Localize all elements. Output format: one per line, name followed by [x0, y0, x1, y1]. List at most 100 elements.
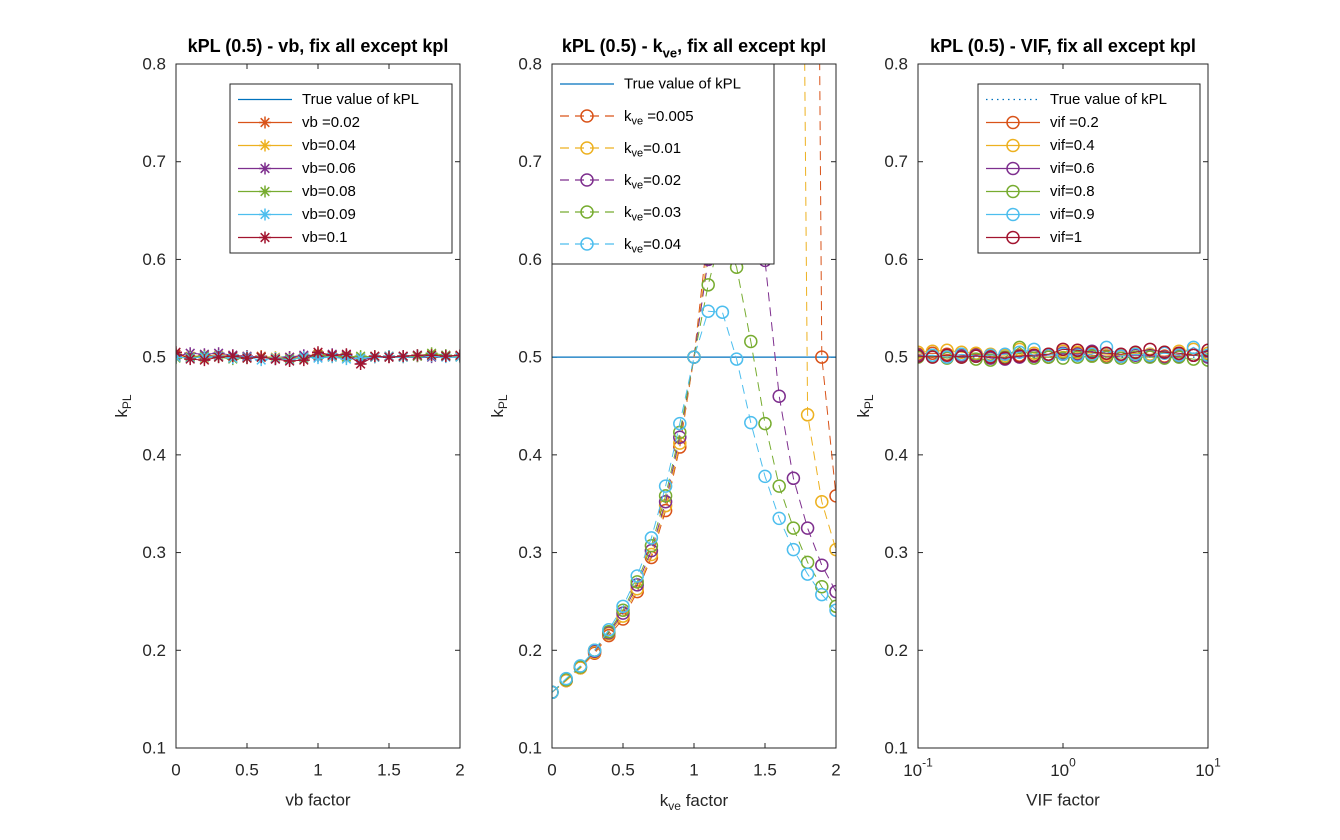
marker — [815, 350, 829, 364]
marker — [1012, 349, 1027, 363]
chart-title: kPL (0.5) - vb, fix all except kpl — [188, 36, 449, 56]
marker — [786, 521, 801, 535]
marker — [383, 351, 395, 364]
marker — [1201, 348, 1208, 362]
marker — [772, 479, 786, 493]
marker — [411, 349, 424, 362]
y-tick-label: 0.6 — [142, 250, 166, 269]
text-part: ve — [632, 179, 644, 191]
chart-title: kPL (0.5) - kve, fix all except kpl — [562, 36, 826, 60]
marker — [241, 352, 253, 365]
legend-marker — [1006, 207, 1020, 222]
marker — [687, 350, 701, 364]
x-tick-label: 0.5 — [611, 761, 635, 780]
legend-marker — [1006, 138, 1020, 153]
y-tick-label: 0.5 — [142, 348, 166, 367]
marker — [226, 350, 239, 363]
marker — [673, 416, 687, 431]
y-tick-label: 0.7 — [884, 152, 908, 171]
legend-label: vb=0.04 — [302, 137, 356, 154]
marker — [673, 430, 687, 445]
marker — [701, 278, 715, 292]
marker — [1172, 346, 1186, 360]
marker — [658, 503, 673, 518]
marker — [312, 346, 324, 359]
y-tick-label: 0.5 — [884, 348, 908, 367]
legend-marker — [1006, 161, 1020, 176]
legend-label: True value of kPL — [302, 91, 419, 108]
marker — [829, 489, 836, 503]
legend-label: True value of kPL — [1050, 91, 1167, 108]
marker — [1056, 347, 1070, 361]
x-tick-label: 2 — [831, 761, 840, 780]
marker — [918, 349, 925, 363]
text-part: 1 — [1214, 755, 1221, 769]
x-axis-label: vb factor — [285, 791, 351, 810]
y-tick-label: 0.8 — [518, 55, 542, 74]
marker — [297, 354, 310, 367]
text-part: k — [624, 140, 632, 157]
marker — [1201, 343, 1208, 358]
marker — [1186, 348, 1201, 362]
y-tick-label: 0.6 — [884, 250, 908, 269]
x-tick-label: 0.5 — [235, 761, 259, 780]
text-part: PL — [496, 394, 510, 409]
x-tick-label: 2 — [455, 761, 464, 780]
text-part: k — [624, 108, 632, 125]
text-part: 0 — [1069, 755, 1076, 769]
marker — [559, 671, 573, 686]
marker — [1099, 350, 1114, 364]
y-axis-label: kPL — [854, 394, 876, 418]
legend-marker — [259, 185, 271, 198]
legend-marker — [580, 141, 594, 155]
marker — [983, 350, 998, 364]
marker — [829, 603, 836, 617]
marker — [940, 343, 954, 358]
legend-label: vif =0.2 — [1050, 114, 1099, 131]
legend-marker — [580, 205, 594, 219]
marker — [1027, 348, 1041, 362]
text-part: 10 — [1195, 761, 1214, 780]
marker — [940, 348, 954, 362]
marker — [439, 350, 452, 363]
marker — [800, 408, 815, 422]
text-part: =0.04 — [643, 236, 681, 253]
marker — [340, 348, 353, 361]
marker — [1070, 348, 1085, 362]
marker — [1099, 346, 1114, 360]
text-part: kPL (0.5) - k — [562, 36, 664, 56]
text-part: ve — [632, 147, 644, 159]
text-part: =0.03 — [643, 204, 681, 221]
data-area — [176, 346, 460, 370]
text-part: k — [624, 204, 632, 221]
y-tick-label: 0.1 — [884, 739, 908, 758]
series-line — [552, 310, 836, 693]
marker — [658, 479, 673, 493]
legend-label: kve=0.01 — [624, 140, 681, 160]
marker — [354, 357, 367, 370]
legend: True value of kPL vb =0.02 vb=0.04 vb=0.06 v… — [229, 83, 453, 254]
marker — [368, 350, 381, 363]
axes-box — [917, 63, 1209, 749]
legend-marker — [1006, 230, 1020, 245]
marker — [744, 334, 758, 349]
marker — [552, 685, 559, 700]
text-part: =0.01 — [643, 140, 681, 157]
marker — [800, 521, 815, 535]
marker — [283, 355, 296, 368]
marker — [644, 531, 659, 545]
marker — [1157, 345, 1172, 360]
x-tick-label: 1 — [689, 761, 698, 780]
legend-label: True value of kPL — [624, 76, 741, 93]
series-line — [552, 101, 836, 693]
marker — [1128, 345, 1143, 360]
text-part: ve — [632, 243, 644, 255]
marker — [701, 304, 715, 318]
marker — [644, 538, 659, 553]
marker — [969, 349, 983, 363]
text-part: ve — [668, 799, 681, 813]
marker — [829, 584, 836, 599]
marker — [255, 351, 268, 364]
y-tick-label: 0.4 — [142, 445, 166, 464]
